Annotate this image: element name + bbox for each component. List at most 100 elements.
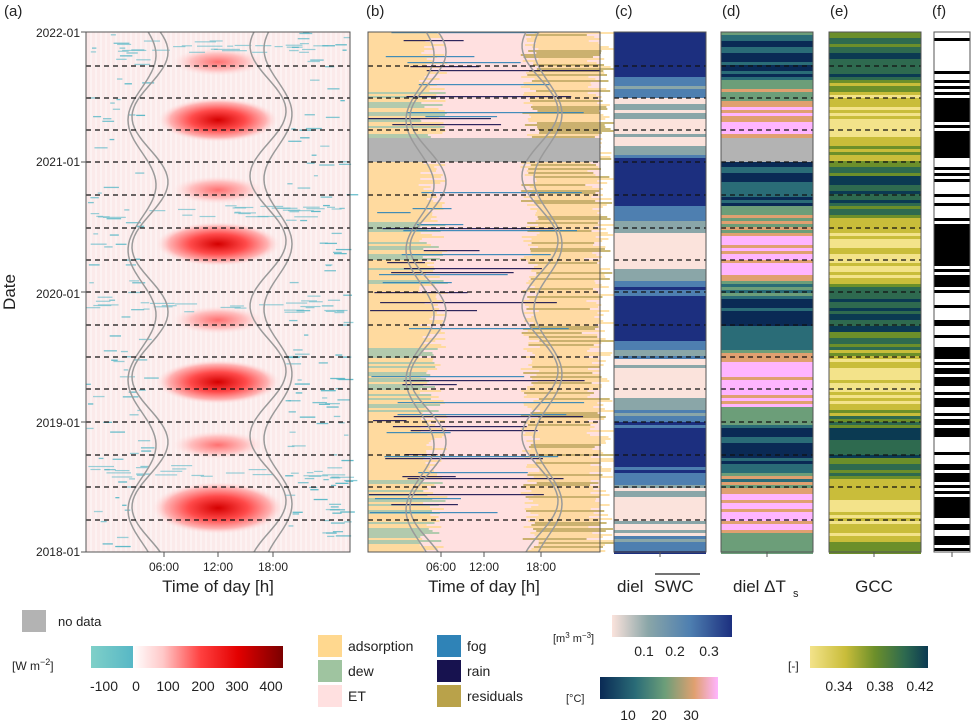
panel-a-negative-flux-fleck [286, 363, 302, 365]
panel-d-temp-band [721, 32, 813, 35]
panel-b-precip-streak [403, 230, 578, 232]
panel-d-temp-band [721, 116, 813, 119]
panel-b-morning-category [368, 544, 420, 546]
panel-e-gcc-band [829, 449, 921, 452]
panel-b-morning-category [368, 72, 447, 74]
panel-c-swc-band [614, 221, 706, 224]
panel-b-morning-category [368, 364, 441, 366]
panel-b-precip-streak [407, 112, 584, 114]
panel-c-swc-band [614, 512, 706, 515]
panel-c-swc-band [614, 380, 706, 383]
panel-e-gcc-band [829, 482, 921, 485]
panel-b-evening-category [527, 550, 606, 552]
panel-b-evening-category [523, 334, 598, 336]
panel-a-negative-flux-fleck [335, 482, 349, 484]
panel-b-precip-streak [380, 302, 557, 304]
panel-c-swc-band [614, 464, 706, 467]
panel-b-evening-category [538, 66, 611, 68]
panel-e-gcc-band [829, 32, 921, 35]
panel-a-negative-flux-fleck [116, 78, 123, 80]
panel-c-swc-band [614, 299, 706, 302]
panel-a-negative-flux-fleck [338, 163, 352, 166]
panel-e-gcc-band [829, 224, 921, 227]
panel-a-negative-flux-band [299, 43, 309, 45]
panel-e-gcc-band [829, 53, 921, 56]
panel-c-swc-band [614, 404, 706, 407]
panel-e-gcc-band [829, 515, 921, 518]
panel-a-negative-flux-band [252, 473, 274, 476]
panel-e-gcc-band [829, 98, 921, 101]
panel-b-morning-category [368, 358, 434, 360]
panel-b-morning-category [368, 436, 443, 438]
panel-b-morning-category [368, 472, 438, 474]
panel-c-swc-band [614, 524, 706, 527]
panel-d-temp-band [721, 419, 813, 422]
panel-d-temp-band [721, 221, 813, 224]
panel-c-swc-band [614, 509, 706, 512]
panel-b-morning-category [368, 484, 435, 486]
panel-b-morning-category [368, 226, 421, 228]
panel-b-evening-category [527, 244, 594, 246]
panel-b-morning-category [368, 306, 433, 308]
panel-a-negative-flux-fleck [319, 242, 328, 244]
panel-b-morning-category [368, 506, 430, 508]
panel-e-gcc-band [829, 545, 921, 548]
legend-swatch-fog [437, 635, 461, 657]
panel-c-swc-band [614, 209, 706, 212]
panel-b-precip-streak [426, 70, 601, 72]
panel-b-morning-category [368, 218, 431, 220]
panel-a-negative-flux-fleck [115, 243, 127, 245]
panel-a-negative-flux-band [234, 212, 256, 214]
panel-b-evening-category [528, 228, 607, 230]
panel-d-temp-band [721, 245, 813, 248]
panel-a-negative-flux-fleck [295, 392, 303, 394]
panel-d-temp-band [721, 311, 813, 314]
panel-a-negative-flux-fleck [291, 445, 306, 447]
panel-b-evening-category [530, 512, 594, 514]
panel-b-evening-category [537, 246, 606, 248]
panel-b-evening-category [533, 400, 613, 402]
panel-b-morning-category [368, 176, 441, 178]
panel-a-negative-flux-band [160, 470, 183, 472]
panel-e-gcc-band [829, 434, 921, 437]
panel-e-gcc-band [829, 239, 921, 242]
panel-b-morning-category [368, 468, 429, 470]
panel-e-gcc-band [829, 62, 921, 65]
panel-e-gcc-band [829, 503, 921, 506]
panel-d-temp-band [721, 488, 813, 491]
panel-b-evening-category [531, 408, 605, 410]
panel-a-negative-flux-fleck [110, 34, 116, 36]
panel-b-evening-category [529, 114, 604, 116]
panel-b-morning-category [368, 382, 428, 384]
panel-d-temp-band [721, 443, 813, 446]
panel-f-flag-band [934, 290, 970, 293]
panel-a-negative-flux-band [173, 45, 186, 48]
panel-a-negative-flux-band [220, 306, 241, 309]
panel-a-negative-flux-fleck [138, 440, 151, 442]
panel-label-d: (d) [722, 3, 740, 20]
panel-a-negative-flux-band [327, 467, 343, 469]
panel-c-swc-band [614, 308, 706, 311]
panel-a-negative-flux-band [234, 44, 252, 47]
panel-a-negative-flux-fleck [307, 60, 320, 63]
panel-c-swc-band [614, 422, 706, 425]
panel-b-morning-category [368, 320, 444, 322]
panel-b-morning-category [368, 110, 445, 112]
panel-e-gcc-band [829, 266, 921, 269]
panel-d-temp-band [721, 512, 813, 515]
panel-c-swc-band [614, 506, 706, 509]
panel-b-evening-category [531, 548, 600, 550]
swc-colorbar [612, 615, 732, 637]
panel-d-temp-band [721, 50, 813, 53]
panel-e-gcc-band [829, 287, 921, 290]
panel-d-temp-band [721, 413, 813, 416]
panel-a-negative-flux-fleck [321, 305, 334, 307]
panel-b-evening-category [531, 382, 592, 384]
panel-b-morning-category [368, 374, 431, 376]
panel-a-negative-flux-fleck [341, 459, 354, 462]
panel-e-gcc-band [829, 305, 921, 308]
panel-d-temp-band [721, 398, 813, 401]
panel-b-morning-category [368, 390, 442, 392]
panel-e-gcc-band [829, 221, 921, 224]
panel-b-evening-category [536, 210, 600, 212]
